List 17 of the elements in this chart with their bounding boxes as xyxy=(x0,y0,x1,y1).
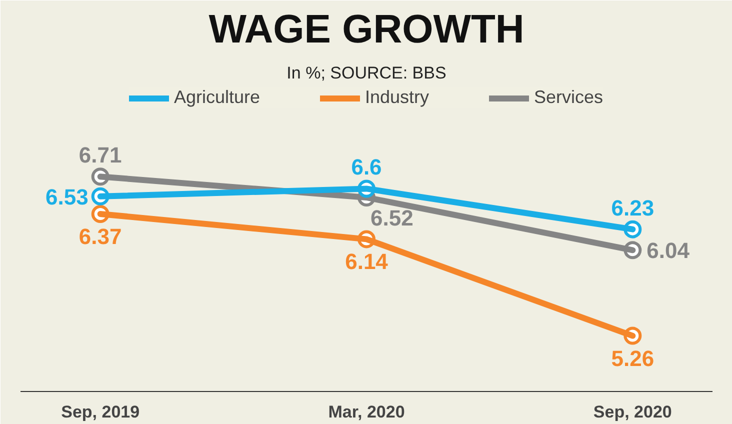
legend-label: Agriculture xyxy=(174,87,260,108)
data-label: 5.26 xyxy=(611,346,654,371)
chart-subtitle: In %; SOURCE: BBS xyxy=(286,64,446,82)
data-label: 6.04 xyxy=(646,238,690,264)
x-tick-label: Mar, 2020 xyxy=(328,402,405,422)
legend-label: Services xyxy=(534,87,604,108)
data-label: 6.23 xyxy=(611,195,654,220)
data-label: 6.71 xyxy=(78,142,122,168)
data-label: 6.52 xyxy=(370,205,414,230)
x-tick-label: Sep, 2019 xyxy=(61,402,140,422)
legend-label: Industry xyxy=(364,87,430,108)
data-label: 6.53 xyxy=(46,184,88,210)
data-label: 6.6 xyxy=(351,154,382,180)
x-tick-label: Sep, 2020 xyxy=(593,402,672,422)
data-label: 6.14 xyxy=(345,249,389,274)
chart-title: WAGE GROWTH xyxy=(208,8,524,52)
data-label: 6.37 xyxy=(78,224,122,249)
